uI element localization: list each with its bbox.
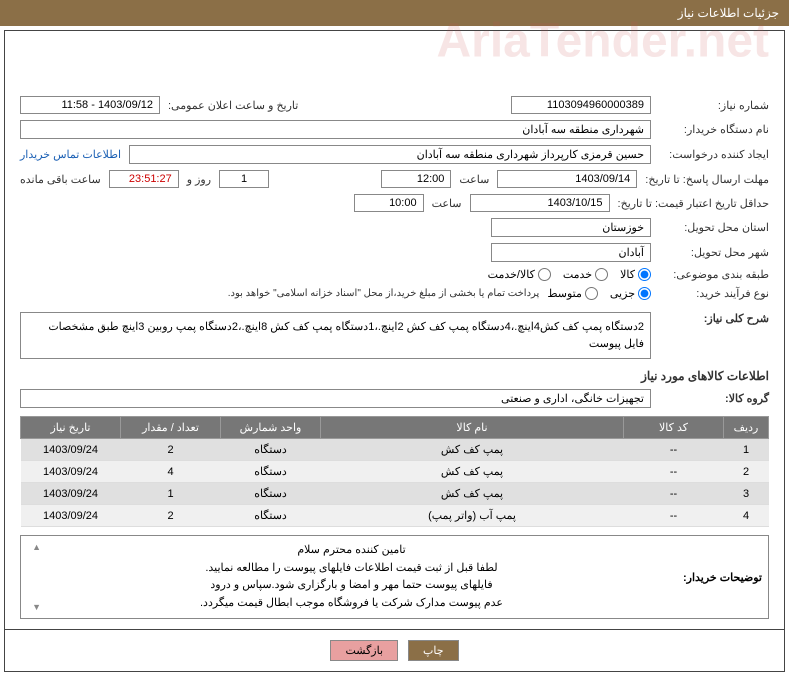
need-no-value: 1103094960000389 [511,96,651,114]
table-cell: پمپ کف کش [321,483,624,505]
radio-goods-service[interactable]: کالا/خدمت [488,268,551,281]
panel-header: جزئیات اطلاعات نیاز [0,0,789,26]
requester-value: حسین قرمزی کارپرداز شهرداری منطقه سه آبا… [129,145,651,164]
province-value: خوزستان [491,218,651,237]
table-cell: 1403/09/24 [21,461,121,483]
th-unit: واحد شمارش [221,417,321,439]
radio-partial-input[interactable] [638,287,651,300]
buyer-notes-line: لطفا قبل از ثبت قیمت اطلاعات فایلهای پیو… [51,560,652,578]
table-cell: 1403/09/24 [21,439,121,461]
radio-medium-input[interactable] [585,287,598,300]
announce-label: تاریخ و ساعت اعلان عمومی: [168,99,298,112]
radio-partial-label: جزیی [610,287,635,300]
table-cell: 1 [121,483,221,505]
table-cell: پمپ کف کش [321,439,624,461]
radio-goods-service-input[interactable] [538,268,551,281]
need-no-label: شماره نیاز: [659,99,769,112]
print-button[interactable]: چاپ [408,640,459,661]
group-label: گروه کالا: [659,392,769,405]
deadline-date: 1403/09/14 [497,170,637,188]
group-value: تجهیزات خانگی، اداری و صنعتی [20,389,651,408]
table-cell: دستگاه [221,461,321,483]
province-label: استان محل تحویل: [659,221,769,234]
process-label: نوع فرآیند خرید: [659,287,769,300]
table-cell: -- [624,439,724,461]
city-value: آبادان [491,243,651,262]
th-name: نام کالا [321,417,624,439]
deadline-time: 12:00 [381,170,451,188]
remaining-label: ساعت باقی مانده [20,173,101,186]
table-row: 1--پمپ کف کشدستگاه21403/09/24 [21,439,769,461]
table-cell: 2 [121,439,221,461]
requester-label: ایجاد کننده درخواست: [659,148,769,161]
table-cell: 4 [724,505,769,527]
buyer-notes-line: عدم پیوست مدارک شرکت یا فروشگاه موجب ابط… [51,595,652,613]
category-label: طبقه بندی موضوعی: [659,268,769,281]
radio-goods[interactable]: کالا [620,268,651,281]
days-and-label: روز و [187,173,211,186]
contact-link[interactable]: اطلاعات تماس خریدار [20,148,121,161]
scrollbar-hint[interactable]: ▲▼ [27,542,41,612]
table-cell: دستگاه [221,505,321,527]
goods-table: ردیف کد کالا نام کالا واحد شمارش تعداد /… [20,416,769,527]
radio-medium-label: متوسط [547,287,582,300]
table-cell: پمپ آب (واتر پمپ) [321,505,624,527]
table-cell: دستگاه [221,483,321,505]
deadline-label: مهلت ارسال پاسخ: تا تاریخ: [645,173,769,186]
radio-service-label: خدمت [563,268,592,281]
time-label-1: ساعت [459,173,489,186]
buyer-notes-label: توضیحات خریدار: [662,542,762,612]
summary-text: 2دستگاه پمپ کف کش4اینچ.،4دستگاه پمپ کف ک… [20,312,651,359]
th-qty: تعداد / مقدار [121,417,221,439]
days-remaining: 1 [219,170,269,188]
goods-info-title: اطلاعات کالاهای مورد نیاز [20,369,769,383]
announce-value: 1403/09/12 - 11:58 [20,96,160,114]
min-valid-time: 10:00 [354,194,424,212]
table-cell: دستگاه [221,439,321,461]
table-row: 4--پمپ آب (واتر پمپ)دستگاه21403/09/24 [21,505,769,527]
min-valid-label: حداقل تاریخ اعتبار قیمت: تا تاریخ: [618,197,769,210]
countdown-timer: 23:51:27 [109,170,179,188]
min-valid-date: 1403/10/15 [470,194,610,212]
table-cell: -- [624,461,724,483]
radio-goods-input[interactable] [638,268,651,281]
th-code: کد کالا [624,417,724,439]
summary-label: شرح کلی نیاز: [659,312,769,325]
table-cell: 2 [724,461,769,483]
table-cell: 4 [121,461,221,483]
radio-medium[interactable]: متوسط [547,287,598,300]
table-row: 3--پمپ کف کشدستگاه11403/09/24 [21,483,769,505]
table-cell: 1403/09/24 [21,483,121,505]
table-row: 2--پمپ کف کشدستگاه41403/09/24 [21,461,769,483]
radio-partial[interactable]: جزیی [610,287,651,300]
buyer-org-value: شهرداری منطقه سه آبادان [20,120,651,139]
table-cell: 1403/09/24 [21,505,121,527]
buyer-notes-line: تامین کننده محترم سلام [51,542,652,560]
table-cell: 3 [724,483,769,505]
table-cell: 1 [724,439,769,461]
radio-service-input[interactable] [595,268,608,281]
buyer-notes-line: فایلهای پیوست حتما مهر و امضا و بارگزاری… [51,577,652,595]
payment-note: پرداخت تمام یا بخشی از مبلغ خرید،از محل … [228,288,540,299]
city-label: شهر محل تحویل: [659,246,769,259]
table-cell: -- [624,483,724,505]
radio-goods-label: کالا [620,268,635,281]
buyer-org-label: نام دستگاه خریدار: [659,123,769,136]
table-cell: پمپ کف کش [321,461,624,483]
table-cell: -- [624,505,724,527]
buyer-notes-text: تامین کننده محترم سلام لطفا قبل از ثبت ق… [51,542,652,612]
time-label-2: ساعت [432,197,462,210]
table-cell: 2 [121,505,221,527]
th-date: تاریخ نیاز [21,417,121,439]
th-row: ردیف [724,417,769,439]
back-button[interactable]: بازگشت [330,640,398,661]
radio-goods-service-label: کالا/خدمت [488,268,535,281]
radio-service[interactable]: خدمت [563,268,608,281]
